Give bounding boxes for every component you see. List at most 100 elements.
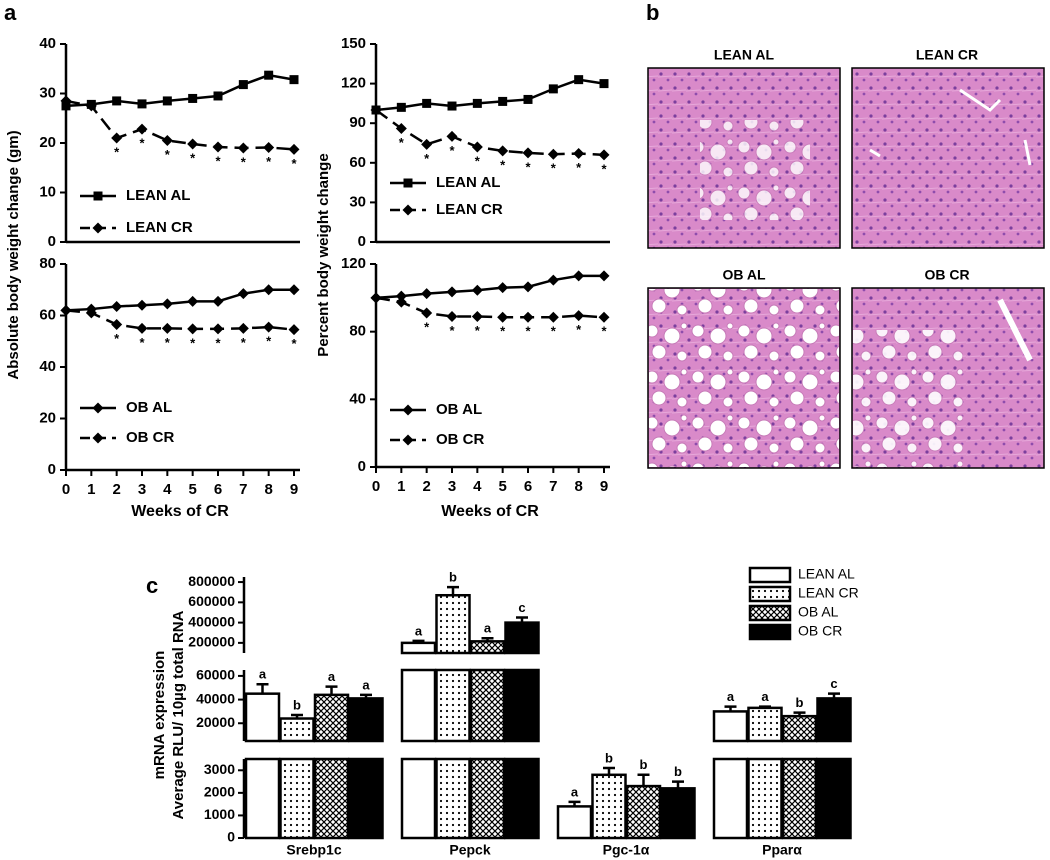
marker	[85, 307, 97, 319]
marker	[237, 322, 249, 334]
bar	[313, 693, 350, 743]
line	[65, 99, 295, 151]
histology-image	[851, 287, 1045, 469]
y-tick-label: 40	[39, 35, 56, 52]
bar	[400, 668, 437, 743]
y-tick-label: 400000	[188, 613, 235, 629]
error-bar	[724, 705, 737, 712]
x-tick-label: Pparα	[762, 842, 802, 858]
bar	[244, 692, 281, 743]
x-tick-label: 4	[163, 481, 172, 498]
legend-swatch	[748, 585, 792, 603]
marker	[111, 319, 123, 331]
image-title: LEAN CR	[916, 47, 978, 63]
image-title: OB AL	[722, 267, 765, 283]
y-tick-label: 0	[358, 233, 366, 250]
legend-label: OB CR	[126, 429, 175, 446]
marker	[136, 123, 148, 135]
marker	[522, 281, 534, 293]
significance-mark: *	[525, 324, 531, 339]
marker	[212, 323, 224, 335]
marker	[370, 292, 382, 304]
marker	[136, 322, 148, 334]
image-title: OB CR	[924, 267, 969, 283]
x-tick-label: 9	[290, 481, 298, 498]
significance-letter: c	[518, 600, 525, 615]
marker	[264, 70, 274, 80]
significance-mark: *	[165, 147, 171, 162]
marker	[523, 94, 533, 104]
bar	[556, 805, 593, 840]
line	[375, 274, 604, 300]
marker	[237, 142, 249, 154]
bar	[279, 717, 315, 743]
bar	[747, 757, 783, 840]
bar	[348, 757, 384, 840]
image-title: LEAN AL	[714, 47, 775, 63]
marker	[238, 80, 248, 90]
line	[375, 108, 605, 157]
marker	[421, 307, 433, 319]
significance-letter: a	[727, 689, 735, 704]
error-bar	[568, 800, 581, 807]
x-tick-label: 8	[264, 481, 272, 498]
marker	[547, 311, 559, 323]
significance-letter: b	[605, 750, 613, 765]
marker	[446, 130, 458, 142]
marker	[111, 132, 123, 144]
bar	[591, 773, 627, 840]
marker	[212, 141, 224, 153]
legend-label: LEAN AL	[126, 187, 190, 204]
marker	[213, 91, 223, 101]
significance-letter: b	[449, 570, 457, 585]
line	[65, 288, 294, 312]
legend-label: OB CR	[798, 623, 842, 639]
significance-mark: *	[551, 161, 557, 176]
legend-marker	[403, 178, 413, 188]
bar	[660, 787, 696, 840]
marker	[288, 143, 300, 155]
y-tick-label: 800000	[188, 573, 235, 589]
marker	[263, 284, 275, 296]
marker	[446, 310, 458, 322]
error-bar	[793, 711, 806, 717]
significance-mark: *	[291, 156, 297, 171]
legend-swatch	[748, 604, 792, 622]
x-tick-label: 8	[574, 478, 582, 495]
x-tick-label: 3	[138, 481, 146, 498]
marker	[187, 295, 199, 307]
marker	[60, 95, 72, 107]
error-bar	[637, 773, 650, 787]
marker	[599, 79, 609, 89]
marker	[161, 298, 173, 310]
y-tick-label: 40	[39, 358, 56, 375]
error-bar	[447, 585, 459, 596]
marker	[112, 96, 122, 106]
legend-label: OB AL	[126, 399, 172, 416]
marker	[422, 98, 432, 108]
x-tick-label: 5	[188, 481, 196, 498]
x-tick-label: Pepck	[449, 842, 490, 858]
y-tick-label: 120	[341, 255, 366, 272]
bar	[400, 757, 437, 840]
y-axis-label: Percent body weight change	[315, 153, 332, 356]
y-tick-label: 10	[39, 183, 56, 200]
y-tick-label: 20	[39, 409, 56, 426]
y-tick-label: 60000	[196, 667, 235, 683]
significance-letter: c	[830, 676, 837, 691]
significance-mark: *	[266, 154, 272, 169]
x-tick-label: 4	[473, 478, 482, 495]
significance-mark: *	[424, 151, 430, 166]
legend-marker	[93, 191, 103, 201]
bar	[400, 641, 437, 655]
bar	[469, 640, 506, 655]
x-tick-label: 7	[239, 481, 247, 498]
bar	[504, 757, 540, 840]
marker	[161, 322, 173, 334]
y-tick-label: 30	[39, 84, 56, 101]
legend-marker	[92, 402, 104, 414]
panel-label: a	[4, 0, 17, 25]
x-tick-label: 0	[372, 478, 380, 495]
